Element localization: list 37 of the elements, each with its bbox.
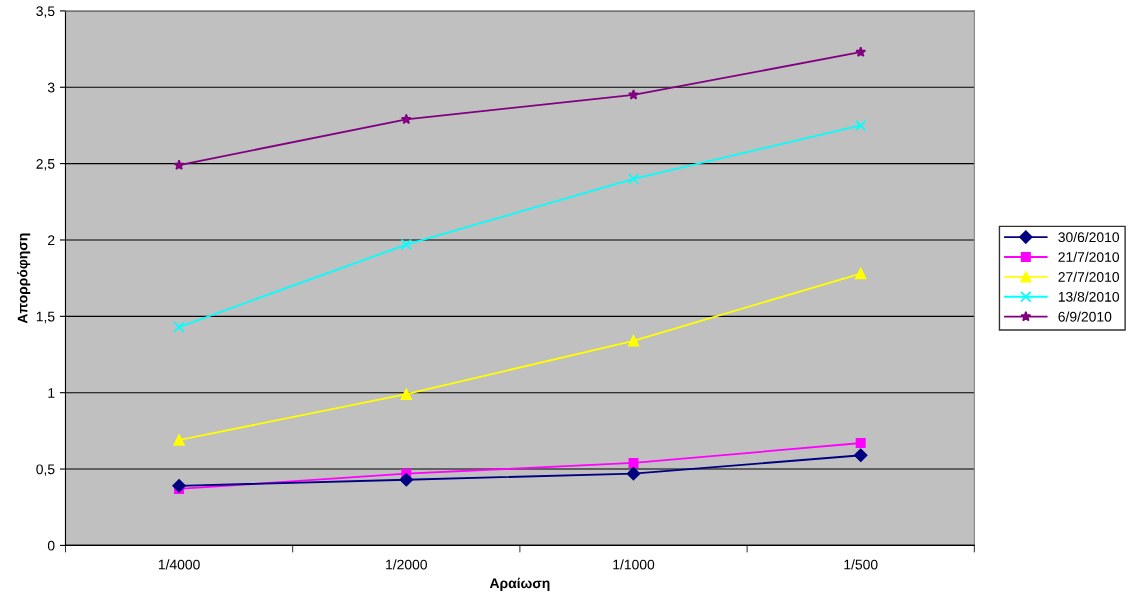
point <box>628 457 639 468</box>
legend-label: 13/8/2010 <box>1058 291 1120 302</box>
y-tick-label: 2 <box>48 235 55 246</box>
y-tick-label: 2,5 <box>36 158 55 171</box>
y-tick-label: 0,5 <box>36 464 55 476</box>
point <box>173 321 185 333</box>
y-axis-title: Απορρόφηση <box>17 233 31 324</box>
point <box>855 119 867 132</box>
legend-label: 21/7/2010 <box>1058 251 1120 262</box>
y-tick-label: 0 <box>47 540 55 551</box>
y-tick-label: 1,5 <box>36 311 55 324</box>
legend-label: 6/9/2010 <box>1058 311 1112 322</box>
point <box>400 238 412 251</box>
x-axis-title: Αραίωση <box>489 577 550 591</box>
point <box>173 159 185 170</box>
x-tick-label: 1/2000 <box>386 559 427 570</box>
point <box>400 388 412 400</box>
point <box>855 438 866 449</box>
point <box>173 434 185 446</box>
point <box>399 473 414 487</box>
y-tick-label: 1 <box>48 388 55 398</box>
y-tick-label: 3,5 <box>36 6 55 18</box>
point <box>626 466 641 481</box>
legend-label: 27/7/2010 <box>1058 271 1120 282</box>
y-tick-label: 3 <box>47 82 55 93</box>
x-tick-label: 1/1000 <box>613 559 655 570</box>
point <box>627 335 640 347</box>
point <box>628 89 639 100</box>
legend-label: 30/6/2010 <box>1058 231 1120 243</box>
point <box>172 479 186 493</box>
x-tick-label: 1/500 <box>844 559 878 570</box>
point <box>627 173 640 185</box>
point <box>855 46 867 57</box>
point <box>400 113 412 125</box>
x-tick-label: 1/4000 <box>158 559 200 570</box>
point <box>853 448 868 463</box>
point <box>855 267 867 280</box>
